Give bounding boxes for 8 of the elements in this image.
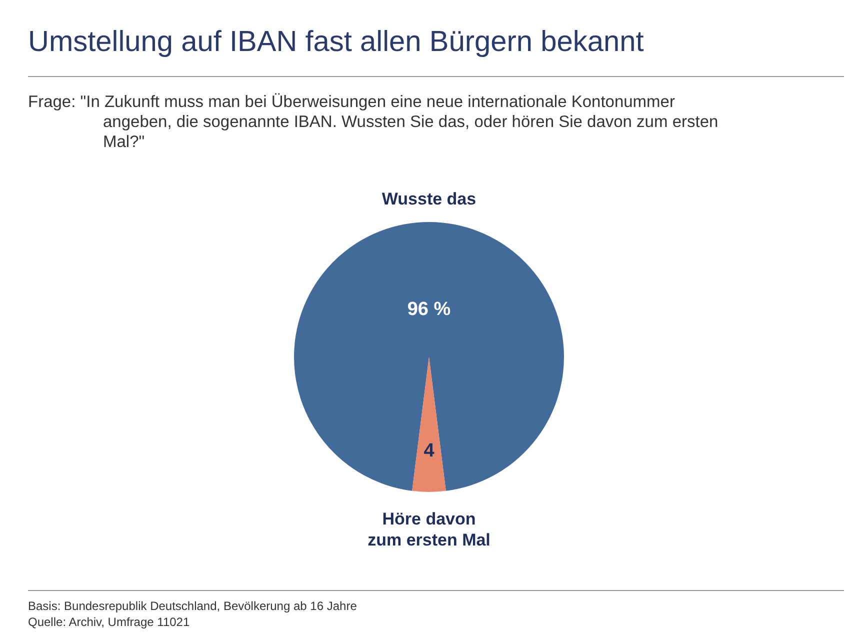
chart-title: Umstellung auf IBAN fast allen Bürgern bekannt <box>28 26 644 59</box>
chart-subtitle: Frage: "In Zukunft muss man bei Überweisungen eine neue internationale Kontonummer angeben, die sogenannte IBAN. Wussten Sie das, oder hören Sie davon zum ersten Mal?" <box>28 92 720 152</box>
slice-label: Höre davon zum ersten Mal <box>368 510 490 550</box>
text: Basis: Bundesrepublik Deutschland, Bevölkerung ab 16 Jahre <box>28 598 357 614</box>
slice-label: Wusste das <box>382 190 476 209</box>
source-note: Quelle: Archiv, Umfrage 11021 <box>28 614 191 630</box>
data-label: 96 % <box>407 298 451 320</box>
data-label: 4 <box>424 440 435 462</box>
